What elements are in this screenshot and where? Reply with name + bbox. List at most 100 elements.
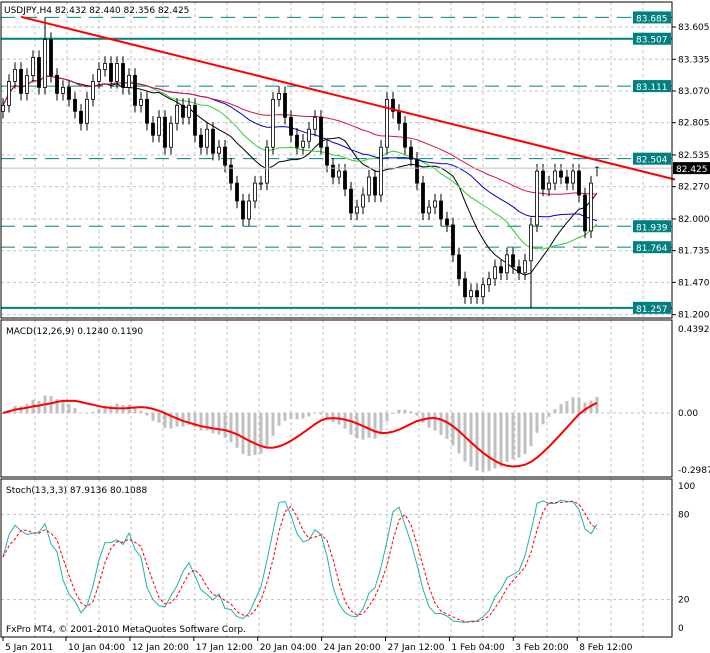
candle-body	[475, 290, 479, 298]
stoch-tick-label: 100	[678, 482, 695, 492]
macd-histogram-bar	[295, 413, 299, 420]
macd-histogram-bar	[553, 409, 557, 413]
macd-histogram-bar	[457, 413, 461, 454]
macd-histogram-bar	[523, 413, 527, 455]
time-tick-label: 20 Jan 04:00	[260, 643, 317, 653]
candle-body	[337, 170, 341, 178]
macd-histogram-bar	[139, 410, 143, 413]
macd-histogram-bar	[541, 413, 545, 425]
price-level-label: 83.685	[636, 14, 668, 24]
moving-average-line	[2, 75, 598, 195]
macd-tick-label: -0.2987	[678, 466, 710, 476]
price-tick-label: 82.535	[678, 151, 710, 161]
macd-histogram-bar	[583, 402, 587, 413]
macd-histogram-bar	[253, 413, 257, 455]
candle-body	[463, 278, 467, 298]
macd-histogram-bar	[223, 413, 227, 438]
macd-histogram-bar	[391, 413, 395, 414]
candle-body	[493, 266, 497, 280]
trendline	[20, 15, 676, 181]
candle-body	[361, 194, 365, 208]
macd-histogram-bar	[439, 413, 443, 435]
price-panel[interactable]	[1, 15, 676, 309]
price-tick-label: 83.070	[678, 87, 710, 97]
candle-body	[517, 266, 521, 274]
price-tick-label: 82.270	[678, 183, 710, 193]
candle-body	[7, 81, 11, 106]
candle-body	[391, 98, 395, 112]
candle-body	[427, 206, 431, 214]
candle-body	[409, 146, 413, 160]
candle-body	[481, 284, 485, 298]
price-level-label: 83.111	[636, 83, 668, 93]
macd-histogram-bar	[319, 413, 323, 415]
candle-body	[319, 116, 323, 148]
price-tick-label: 82.000	[678, 215, 710, 225]
candle-body	[73, 98, 77, 112]
macd-histogram-bar	[157, 413, 161, 423]
candle-body	[259, 182, 263, 185]
candle-body	[343, 170, 347, 190]
macd-histogram-bar	[199, 413, 203, 431]
macd-histogram-bar	[355, 413, 359, 439]
macd-histogram-bar	[265, 413, 269, 448]
candle-body	[271, 98, 275, 148]
macd-histogram-bar	[73, 408, 77, 413]
candle-body	[43, 39, 47, 88]
candle-body	[553, 170, 557, 184]
time-tick-label: 10 Jan 04:00	[68, 643, 125, 653]
candle-body	[25, 75, 29, 94]
time-tick-label: 24 Jan 20:00	[324, 643, 381, 653]
candle-body	[139, 98, 143, 106]
candle-body	[1, 104, 5, 112]
macd-histogram-bar	[217, 413, 221, 435]
candle-body	[589, 182, 593, 232]
candle-body	[85, 98, 89, 124]
candle-body	[277, 92, 281, 100]
macd-histogram-bar	[367, 413, 371, 438]
price-level-label: 82.504	[636, 156, 668, 166]
price-tick-label: 82.805	[678, 119, 710, 129]
candle-body	[325, 146, 329, 166]
panel-frame	[0, 319, 673, 478]
candle-body	[169, 122, 173, 148]
macd-panel[interactable]	[1, 395, 599, 472]
macd-histogram-bar	[55, 399, 59, 413]
price-level-badge	[633, 11, 671, 24]
candle-body	[571, 170, 575, 184]
time-tick-label: 17 Jan 12:00	[196, 643, 253, 653]
macd-histogram-bar	[67, 404, 71, 413]
macd-histogram-bar	[385, 413, 389, 422]
current-price-label: 82.425	[676, 165, 708, 175]
candle-body	[253, 182, 257, 202]
macd-histogram-bar	[343, 413, 347, 429]
macd-histogram-bar	[91, 411, 95, 413]
price-level-badge	[633, 32, 671, 45]
macd-histogram-bar	[1, 413, 5, 414]
macd-histogram-bar	[61, 400, 65, 413]
macd-label: MACD(12,26,9) 0.1240 0.1190	[6, 327, 143, 337]
macd-histogram-bar	[133, 408, 137, 413]
moving-average-line	[2, 75, 598, 276]
candle-body	[349, 188, 353, 214]
candle-body	[331, 164, 335, 178]
candle-body	[205, 128, 209, 148]
macd-histogram-bar	[451, 413, 455, 446]
stoch-main-line	[2, 499, 598, 624]
stoch-tick-label: 20	[678, 596, 690, 606]
candle-body	[499, 266, 503, 274]
macd-histogram-bar	[469, 413, 473, 467]
candle-body	[511, 254, 515, 268]
candle-body	[433, 200, 437, 208]
macd-histogram-bar	[421, 413, 425, 423]
candle-body	[127, 75, 131, 88]
macd-histogram-bar	[373, 413, 377, 439]
price-level-badge	[633, 301, 671, 314]
candle-body	[457, 254, 461, 280]
macd-histogram-bar	[517, 413, 521, 458]
candle-body	[523, 260, 527, 274]
macd-histogram-bar	[493, 413, 497, 469]
stochastic-panel[interactable]	[2, 499, 598, 624]
